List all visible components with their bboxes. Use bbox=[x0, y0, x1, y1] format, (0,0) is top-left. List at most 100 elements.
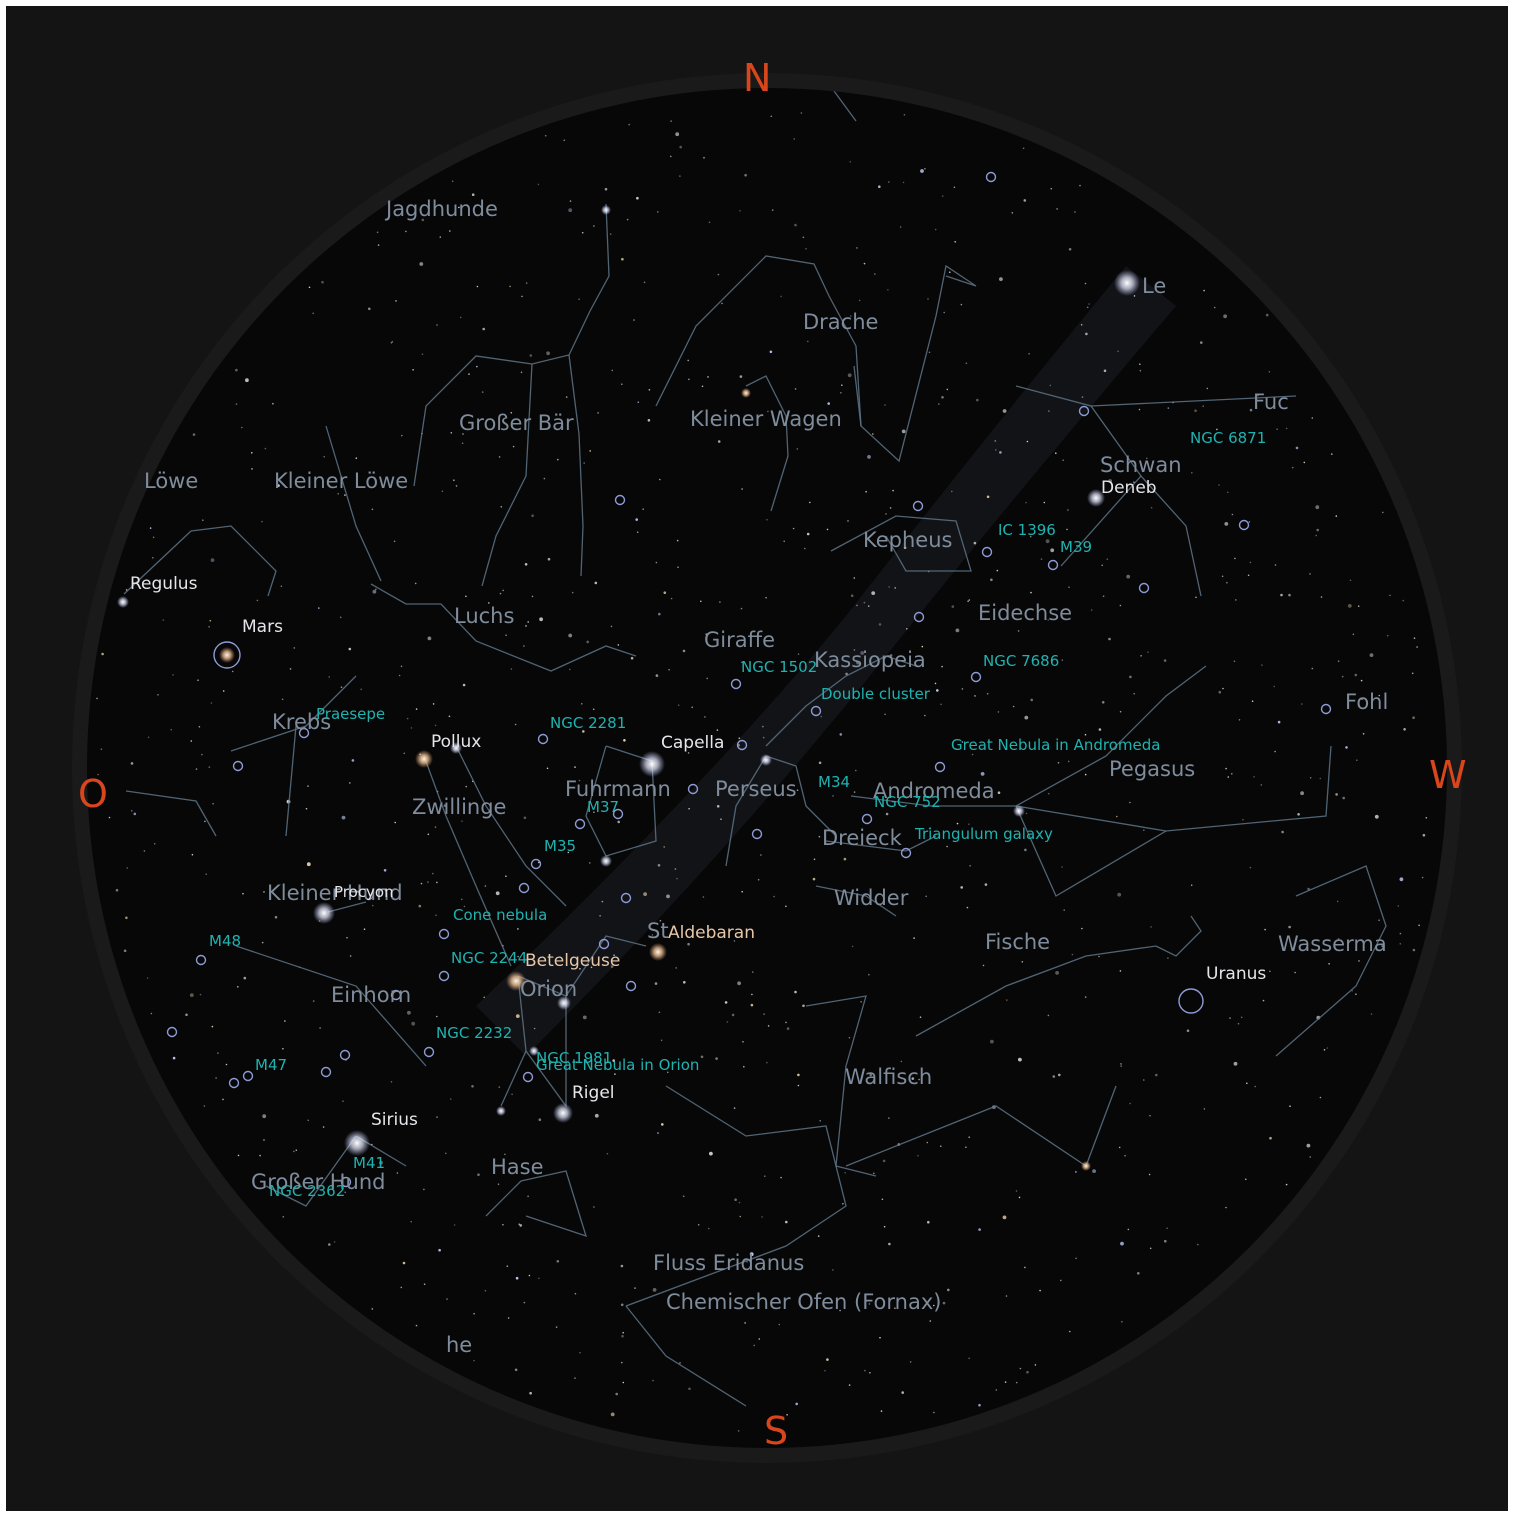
background-star bbox=[980, 772, 985, 776]
background-star bbox=[1411, 672, 1414, 675]
label-wassermann: Wasserma bbox=[1278, 932, 1387, 956]
background-star bbox=[688, 1387, 691, 1391]
background-star bbox=[305, 807, 308, 810]
label-widder: Widder bbox=[834, 886, 909, 910]
label-orion: Orion bbox=[520, 977, 577, 1001]
background-star bbox=[519, 1224, 522, 1227]
background-star bbox=[321, 280, 324, 284]
background-star bbox=[1233, 660, 1236, 663]
background-star bbox=[307, 785, 309, 787]
background-star bbox=[707, 376, 709, 378]
background-star bbox=[212, 803, 214, 805]
background-star bbox=[751, 971, 754, 973]
background-star bbox=[539, 617, 543, 622]
background-star bbox=[453, 479, 455, 482]
label-m37: M37 bbox=[587, 798, 619, 816]
background-star bbox=[406, 717, 409, 720]
background-star bbox=[1024, 1266, 1026, 1269]
background-star bbox=[427, 636, 432, 641]
background-star bbox=[337, 493, 340, 495]
background-star bbox=[1249, 866, 1252, 869]
background-star bbox=[465, 595, 467, 598]
label-pollux: Pollux bbox=[431, 732, 481, 752]
background-star bbox=[707, 1227, 710, 1230]
background-star bbox=[620, 1264, 624, 1268]
label-deneb: Deneb bbox=[1101, 478, 1157, 498]
background-star bbox=[410, 727, 413, 729]
background-star bbox=[281, 698, 284, 701]
background-star bbox=[263, 1139, 265, 1141]
background-star bbox=[242, 892, 244, 895]
label-m41: M41 bbox=[353, 1154, 385, 1172]
background-star bbox=[517, 955, 519, 958]
background-star bbox=[1150, 506, 1153, 509]
background-star bbox=[928, 351, 931, 354]
background-star bbox=[926, 1141, 929, 1144]
background-star bbox=[1328, 963, 1330, 965]
background-star bbox=[439, 236, 442, 238]
background-star bbox=[471, 193, 475, 196]
background-star bbox=[1103, 369, 1107, 373]
background-star bbox=[720, 818, 722, 820]
background-star bbox=[201, 753, 203, 756]
sky-map[interactable]: Jagdhunde Drache Großer Bär Kleiner Wage… bbox=[6, 6, 1508, 1511]
label-fuchs: Fuc bbox=[1253, 390, 1289, 414]
background-star bbox=[744, 1322, 746, 1324]
background-star bbox=[1005, 1295, 1008, 1297]
background-star bbox=[131, 810, 133, 812]
background-star bbox=[459, 316, 462, 319]
background-star bbox=[1121, 1321, 1123, 1323]
background-star bbox=[589, 862, 591, 864]
background-star bbox=[434, 826, 437, 828]
label-kleiner-hund: Kleiner Hund bbox=[267, 881, 403, 905]
background-star bbox=[215, 1077, 217, 1079]
background-star bbox=[1084, 733, 1087, 736]
background-star bbox=[1268, 371, 1271, 373]
uranus-marker bbox=[1178, 988, 1204, 1014]
background-star bbox=[865, 490, 867, 493]
label-perseus: Perseus bbox=[715, 777, 797, 801]
dso-labels: NGC 6871 IC 1396 M39 NGC 7686 NGC 1502 D… bbox=[209, 429, 1266, 1200]
label-fohlen: Fohl bbox=[1345, 690, 1388, 714]
background-star bbox=[1119, 970, 1122, 972]
star-kochab bbox=[741, 388, 751, 398]
background-star bbox=[1067, 760, 1070, 763]
background-star bbox=[1002, 1215, 1007, 1220]
background-star bbox=[482, 327, 486, 331]
constellation-labels: Jagdhunde Drache Großer Bär Kleiner Wage… bbox=[144, 197, 1388, 1357]
background-star bbox=[924, 714, 926, 717]
background-star bbox=[884, 713, 886, 716]
background-star bbox=[556, 1260, 560, 1263]
background-star bbox=[1200, 341, 1203, 344]
background-star bbox=[651, 934, 654, 936]
background-star bbox=[655, 561, 658, 564]
background-star bbox=[847, 373, 852, 378]
background-star bbox=[1245, 1178, 1247, 1181]
background-star bbox=[205, 873, 207, 875]
background-star bbox=[115, 888, 119, 892]
background-star bbox=[621, 383, 623, 386]
background-star bbox=[483, 996, 486, 999]
background-star bbox=[951, 605, 955, 608]
background-star bbox=[739, 375, 743, 378]
background-star bbox=[636, 196, 639, 200]
background-star bbox=[1062, 459, 1064, 462]
background-star bbox=[594, 1113, 599, 1118]
background-star bbox=[592, 708, 595, 711]
background-star bbox=[1137, 1272, 1140, 1275]
background-star bbox=[855, 769, 857, 772]
background-star bbox=[495, 891, 500, 896]
background-star bbox=[847, 520, 849, 522]
background-star bbox=[763, 1013, 765, 1015]
background-star bbox=[149, 527, 152, 529]
star-labels: Regulus Mars Pollux Capella Deneb Procyo… bbox=[130, 478, 1266, 1130]
background-star bbox=[383, 869, 387, 872]
background-star bbox=[1309, 1156, 1311, 1158]
background-star bbox=[1246, 1082, 1248, 1085]
background-star bbox=[96, 697, 98, 700]
background-star bbox=[765, 596, 767, 599]
background-star bbox=[894, 587, 896, 589]
background-star bbox=[461, 820, 463, 822]
mars-marker bbox=[213, 641, 241, 669]
background-star bbox=[202, 519, 204, 521]
